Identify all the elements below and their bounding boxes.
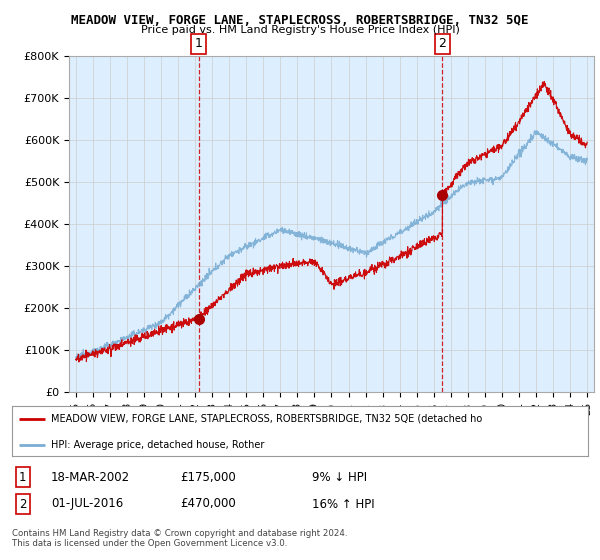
Text: MEADOW VIEW, FORGE LANE, STAPLECROSS, ROBERTSBRIDGE, TN32 5QE: MEADOW VIEW, FORGE LANE, STAPLECROSS, RO… — [71, 14, 529, 27]
Text: 1: 1 — [195, 38, 203, 50]
Text: Price paid vs. HM Land Registry's House Price Index (HPI): Price paid vs. HM Land Registry's House … — [140, 25, 460, 35]
Text: HPI: Average price, detached house, Rother: HPI: Average price, detached house, Roth… — [51, 440, 265, 450]
Text: 16% ↑ HPI: 16% ↑ HPI — [312, 497, 374, 511]
Text: 1: 1 — [19, 470, 26, 484]
Text: 01-JUL-2016: 01-JUL-2016 — [51, 497, 123, 511]
Text: 18-MAR-2002: 18-MAR-2002 — [51, 470, 130, 484]
Text: 9% ↓ HPI: 9% ↓ HPI — [312, 470, 367, 484]
Text: MEADOW VIEW, FORGE LANE, STAPLECROSS, ROBERTSBRIDGE, TN32 5QE (detached ho: MEADOW VIEW, FORGE LANE, STAPLECROSS, RO… — [51, 414, 482, 423]
Text: £470,000: £470,000 — [180, 497, 236, 511]
Text: 2: 2 — [19, 497, 26, 511]
Text: Contains HM Land Registry data © Crown copyright and database right 2024.: Contains HM Land Registry data © Crown c… — [12, 529, 347, 538]
Text: This data is licensed under the Open Government Licence v3.0.: This data is licensed under the Open Gov… — [12, 539, 287, 548]
Text: £175,000: £175,000 — [180, 470, 236, 484]
Text: 2: 2 — [439, 38, 446, 50]
